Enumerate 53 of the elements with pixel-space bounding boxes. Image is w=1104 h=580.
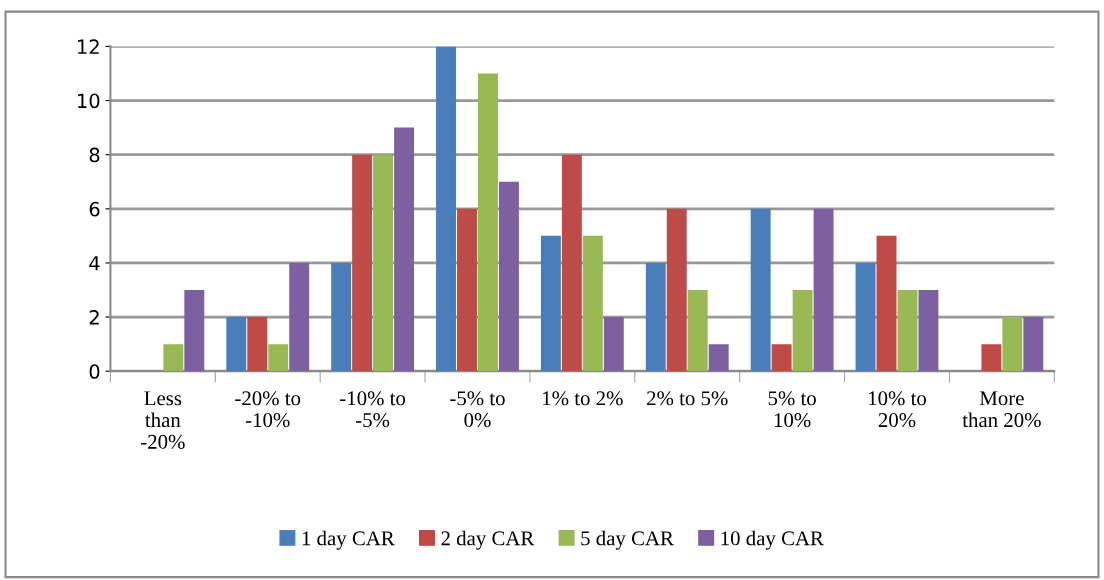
bar bbox=[981, 344, 1002, 372]
bar bbox=[918, 290, 939, 372]
y-tick-label: 10 bbox=[78, 93, 100, 109]
bar bbox=[1002, 317, 1023, 372]
bar bbox=[687, 290, 708, 372]
bar bbox=[897, 290, 918, 372]
legend-label: 5 day CAR bbox=[581, 530, 674, 550]
x-tick-label: 2% to 5% bbox=[647, 391, 728, 406]
x-tick-label: 5% to 10% bbox=[768, 391, 816, 428]
bar bbox=[184, 290, 205, 372]
bar bbox=[645, 262, 666, 372]
bar bbox=[352, 154, 373, 372]
y-tick-label: 2 bbox=[89, 310, 99, 325]
bar bbox=[666, 208, 687, 372]
x-tick-label: -10% to -5% bbox=[340, 391, 406, 428]
bar bbox=[478, 73, 498, 372]
legend-label: 10 day CAR bbox=[721, 530, 824, 550]
x-tick-label: Less than -20% bbox=[141, 391, 185, 449]
bar bbox=[561, 154, 582, 372]
bar bbox=[792, 290, 813, 372]
x-tick-label: 10% to 20% bbox=[869, 391, 927, 428]
bar bbox=[331, 262, 352, 372]
bar bbox=[708, 344, 729, 372]
bar bbox=[582, 235, 603, 372]
bar bbox=[373, 154, 394, 372]
y-tick-label: 8 bbox=[89, 147, 100, 163]
x-tick-label: -5% to 0% bbox=[450, 391, 505, 428]
bar bbox=[876, 235, 897, 372]
bar bbox=[394, 127, 415, 372]
y-tick-label: 0 bbox=[89, 364, 100, 379]
y-tick-label: 6 bbox=[89, 201, 100, 217]
bar bbox=[855, 262, 876, 372]
bar bbox=[226, 317, 247, 372]
bar bbox=[771, 344, 792, 372]
bar bbox=[163, 344, 184, 372]
y-tick-label: 4 bbox=[89, 256, 100, 271]
bar bbox=[457, 208, 477, 372]
bar bbox=[436, 46, 456, 372]
bar bbox=[247, 317, 268, 372]
x-tick-label: -20% to -10% bbox=[235, 391, 301, 428]
bar bbox=[540, 235, 561, 372]
bar bbox=[498, 181, 519, 372]
legend-label: 1 day CAR bbox=[302, 530, 395, 550]
bar bbox=[268, 344, 289, 372]
y-tick-label: 12 bbox=[78, 39, 99, 54]
x-tick-label: 1% to 2% bbox=[543, 391, 623, 406]
bar bbox=[750, 208, 771, 372]
bar bbox=[813, 208, 834, 372]
bar bbox=[1023, 317, 1044, 372]
x-tick-label: More than 20% bbox=[962, 391, 1041, 428]
bar bbox=[603, 317, 624, 372]
bar bbox=[289, 262, 310, 372]
legend-label: 2 day CAR bbox=[441, 530, 535, 550]
